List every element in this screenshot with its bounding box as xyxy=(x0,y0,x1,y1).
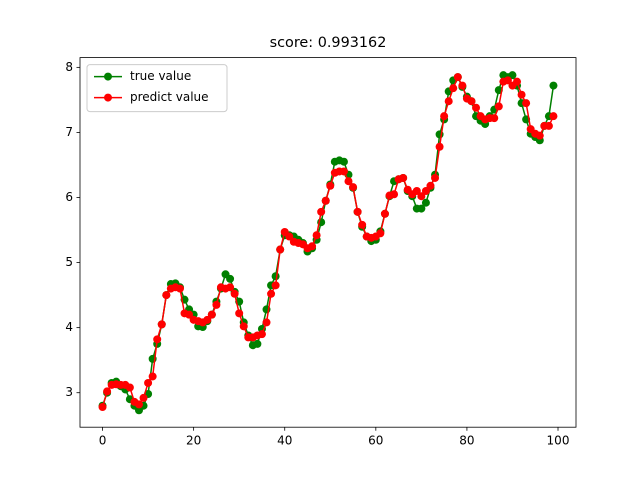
point xyxy=(207,310,216,319)
legend-marker xyxy=(104,93,112,102)
point xyxy=(144,378,153,387)
point xyxy=(440,112,449,121)
point xyxy=(353,207,362,216)
point xyxy=(317,207,326,216)
legend: true value predict value xyxy=(86,64,228,113)
x-tick-label: 60 xyxy=(368,434,383,448)
x-tick-label: 0 xyxy=(99,434,107,448)
point xyxy=(148,372,157,381)
point xyxy=(226,283,235,292)
point xyxy=(449,84,458,93)
plot-area xyxy=(98,71,558,415)
point xyxy=(276,245,285,254)
point xyxy=(453,73,462,82)
x-tick-label: 100 xyxy=(547,434,570,448)
point xyxy=(399,173,408,182)
point xyxy=(522,99,531,108)
point xyxy=(98,403,107,412)
y-tick-label: 6 xyxy=(65,190,73,204)
point xyxy=(349,183,358,192)
point xyxy=(203,315,212,324)
y-tick-label: 3 xyxy=(65,385,73,399)
point xyxy=(267,289,276,298)
point xyxy=(344,177,353,186)
point xyxy=(412,186,421,195)
point xyxy=(339,157,348,166)
point xyxy=(226,274,235,283)
point xyxy=(185,310,194,319)
point xyxy=(417,192,426,201)
point xyxy=(321,196,330,205)
point xyxy=(508,71,517,80)
point xyxy=(535,131,544,140)
point xyxy=(421,186,430,195)
point xyxy=(212,300,221,309)
point xyxy=(503,76,512,85)
point xyxy=(435,142,444,151)
chart-title: score: 0.993162 xyxy=(270,35,387,51)
y-tick-label: 5 xyxy=(65,255,73,269)
point xyxy=(458,81,467,90)
point xyxy=(513,77,522,86)
point xyxy=(380,209,389,218)
point xyxy=(426,181,435,190)
point xyxy=(308,242,317,251)
point xyxy=(312,231,321,240)
point xyxy=(175,284,184,293)
point xyxy=(253,339,262,348)
point xyxy=(262,318,271,327)
point xyxy=(376,229,385,238)
point xyxy=(431,173,440,182)
point xyxy=(257,330,266,339)
point xyxy=(417,204,426,213)
point xyxy=(134,400,143,409)
x-tick-label: 40 xyxy=(277,434,292,448)
point xyxy=(549,112,558,121)
point xyxy=(235,309,244,318)
legend-label: true value xyxy=(130,69,191,83)
point xyxy=(490,114,499,123)
y-tick-label: 7 xyxy=(65,125,73,139)
point xyxy=(157,320,166,329)
point xyxy=(103,387,112,396)
point xyxy=(125,383,134,392)
point xyxy=(326,181,335,190)
point xyxy=(517,90,526,99)
point xyxy=(472,103,481,112)
point xyxy=(271,281,280,290)
legend-marker xyxy=(104,72,112,81)
point xyxy=(339,167,348,176)
point xyxy=(239,322,248,331)
point xyxy=(544,121,553,130)
legend-label: predict value xyxy=(130,90,209,104)
y-tick-label: 8 xyxy=(65,60,73,74)
point xyxy=(139,393,148,402)
point xyxy=(358,220,367,229)
x-tick-label: 80 xyxy=(459,434,474,448)
point xyxy=(467,97,476,106)
point xyxy=(421,198,430,207)
point xyxy=(230,289,239,298)
point xyxy=(549,81,558,90)
y-tick-label: 4 xyxy=(65,320,73,334)
axes-frame xyxy=(79,57,577,428)
point xyxy=(444,97,453,106)
x-tick-label: 20 xyxy=(186,434,201,448)
point xyxy=(271,272,280,281)
point xyxy=(390,190,399,199)
point xyxy=(494,102,503,111)
point xyxy=(285,232,294,241)
point xyxy=(153,335,162,344)
point xyxy=(162,291,171,300)
